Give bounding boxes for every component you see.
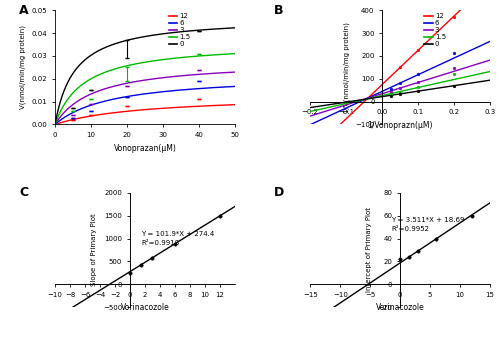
Text: Y = 3.511*X + 18.69
R²=0.9952: Y = 3.511*X + 18.69 R²=0.9952 [391, 217, 464, 231]
X-axis label: 1/Vonoprazn(µM): 1/Vonoprazn(µM) [368, 121, 433, 130]
X-axis label: Vonoprazan(µM): Vonoprazan(µM) [114, 144, 176, 152]
Text: C: C [19, 186, 28, 199]
Y-axis label: V(nmol/min/mg protein): V(nmol/min/mg protein) [20, 26, 26, 109]
Y-axis label: Slope of Primary Plot: Slope of Primary Plot [92, 214, 98, 286]
Y-axis label: Intercept of Primary Plot: Intercept of Primary Plot [366, 207, 372, 293]
X-axis label: Vorinacozole: Vorinacozole [376, 303, 424, 313]
Legend: 12, 6, 3, 1.5, 0: 12, 6, 3, 1.5, 0 [422, 10, 448, 50]
Text: Y = 101.9*X + 274.4
R²=0.9918: Y = 101.9*X + 274.4 R²=0.9918 [141, 231, 214, 246]
X-axis label: Vorinacozole: Vorinacozole [120, 303, 170, 313]
Text: D: D [274, 186, 284, 199]
Text: B: B [274, 3, 284, 17]
Text: A: A [19, 3, 28, 17]
Legend: 12, 6, 3, 1.5, 0: 12, 6, 3, 1.5, 0 [166, 10, 194, 50]
Y-axis label: 1/V(nmol/min/mg protein): 1/V(nmol/min/mg protein) [343, 22, 349, 113]
